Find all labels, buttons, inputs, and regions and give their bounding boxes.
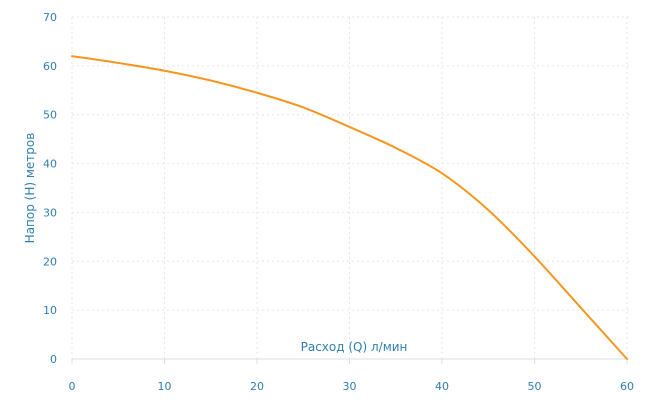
x-tick-label: 40 (435, 380, 449, 393)
y-axis-label: Напор (H) метров (23, 133, 37, 244)
y-tick-label: 50 (43, 109, 57, 122)
grid (71, 16, 629, 364)
x-tick-label: 10 (158, 380, 172, 393)
x-axis-ticks: 0 10 20 30 40 50 60 (69, 380, 635, 393)
x-tick-label: 30 (343, 380, 357, 393)
y-tick-label: 10 (43, 304, 57, 317)
y-tick-label: 40 (43, 158, 57, 171)
x-tick-label: 50 (528, 380, 542, 393)
y-tick-label: 70 (43, 11, 57, 24)
y-tick-label: 30 (43, 206, 57, 219)
x-axis-label: Расход (Q) л/мин (301, 340, 408, 354)
series-line (71, 55, 628, 360)
y-tick-label: 0 (50, 353, 57, 366)
y-tick-label: 60 (43, 60, 57, 73)
x-tick-label: 60 (620, 380, 634, 393)
y-axis-ticks: 0 10 20 30 40 50 60 70 (43, 11, 57, 366)
x-tick-label: 20 (250, 380, 264, 393)
y-tick-label: 20 (43, 255, 57, 268)
x-tick-label: 0 (69, 380, 76, 393)
